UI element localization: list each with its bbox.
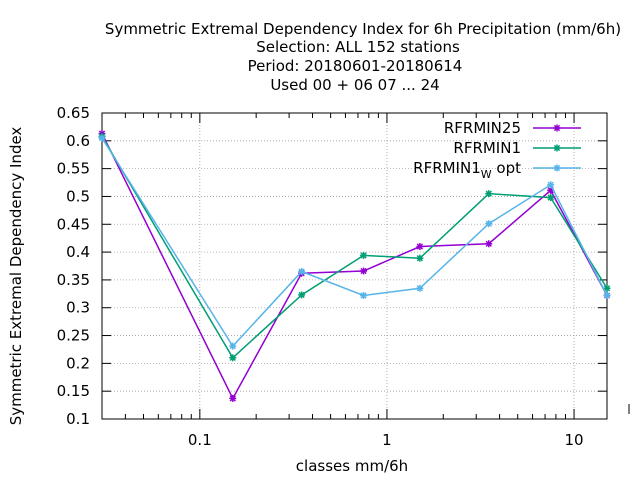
title-line-1: Symmetric Extremal Dependency Index for … xyxy=(105,20,621,38)
data-point xyxy=(553,144,561,152)
series-2 xyxy=(98,132,611,362)
data-point xyxy=(229,342,237,350)
data-point xyxy=(485,240,493,248)
data-point xyxy=(547,194,555,202)
title-line-2: Selection: ALL 152 stations xyxy=(256,38,460,56)
series-line xyxy=(101,133,608,401)
legend-label: RFRMIN1 xyxy=(453,139,521,157)
legend-label: RFRMIN1W opt xyxy=(413,159,521,181)
y-tick-label: 0.55 xyxy=(57,160,90,178)
y-tick-label: 0.3 xyxy=(66,299,90,317)
legend-entry: RFRMIN1 xyxy=(453,139,581,157)
series-group xyxy=(98,130,611,402)
data-point xyxy=(603,284,611,292)
legend-entry: RFRMIN25 xyxy=(444,119,581,137)
x-axis-label: classes mm/6h xyxy=(296,457,408,475)
data-point xyxy=(553,164,561,172)
data-point xyxy=(485,220,493,228)
series-line xyxy=(101,137,608,348)
series-1 xyxy=(98,130,611,402)
data-point xyxy=(553,124,561,132)
x-tick-label: 0.1 xyxy=(188,431,212,449)
chart-title: Symmetric Extremal Dependency Index for … xyxy=(105,20,621,94)
y-axis-label: Symmetric Extremal Dependency Index xyxy=(7,127,25,426)
y-tick-label: 0.45 xyxy=(57,215,90,233)
series-3 xyxy=(98,134,611,350)
data-point xyxy=(416,284,424,292)
data-point xyxy=(98,134,106,142)
y-tick-label: 0.25 xyxy=(57,327,90,345)
series-line xyxy=(101,135,608,359)
y-tick-label: 0.1 xyxy=(66,410,90,428)
x-tick-label: 1 xyxy=(382,431,392,449)
legend-entry: RFRMIN1W opt xyxy=(413,159,581,181)
data-point xyxy=(360,251,368,259)
legend-label: RFRMIN25 xyxy=(444,119,521,137)
data-point xyxy=(485,190,493,198)
data-point xyxy=(298,268,306,276)
axis-ticks: 0.1 0.15 0.2 0.25 0.3 0.35 0.4 0.45 0.5 0.55 0.6 0.… xyxy=(57,104,630,449)
x-tick-label: 10 xyxy=(565,431,584,449)
data-point xyxy=(603,291,611,299)
data-point xyxy=(416,254,424,262)
y-tick-label: 0.2 xyxy=(66,354,90,372)
y-tick-label: 0.15 xyxy=(57,382,90,400)
data-point xyxy=(298,291,306,299)
legend: RFRMIN25 RFRMIN1 RFRMIN1W opt xyxy=(413,119,581,181)
y-tick-label: 0.6 xyxy=(66,132,90,150)
y-tick-label: 0.4 xyxy=(66,243,90,261)
y-tick-label: 0.5 xyxy=(66,187,90,205)
data-point xyxy=(547,181,555,189)
data-point xyxy=(360,267,368,275)
data-point xyxy=(229,394,237,402)
plot-border xyxy=(101,112,608,420)
data-point xyxy=(416,243,424,251)
data-point xyxy=(229,354,237,362)
title-line-3: Period: 20180601-20180614 xyxy=(248,57,463,75)
title-line-4: Used 00 + 06 07 ... 24 xyxy=(270,76,439,94)
y-tick-label: 0.35 xyxy=(57,271,90,289)
y-tick-label: 0.65 xyxy=(57,104,90,122)
data-point xyxy=(360,291,368,299)
